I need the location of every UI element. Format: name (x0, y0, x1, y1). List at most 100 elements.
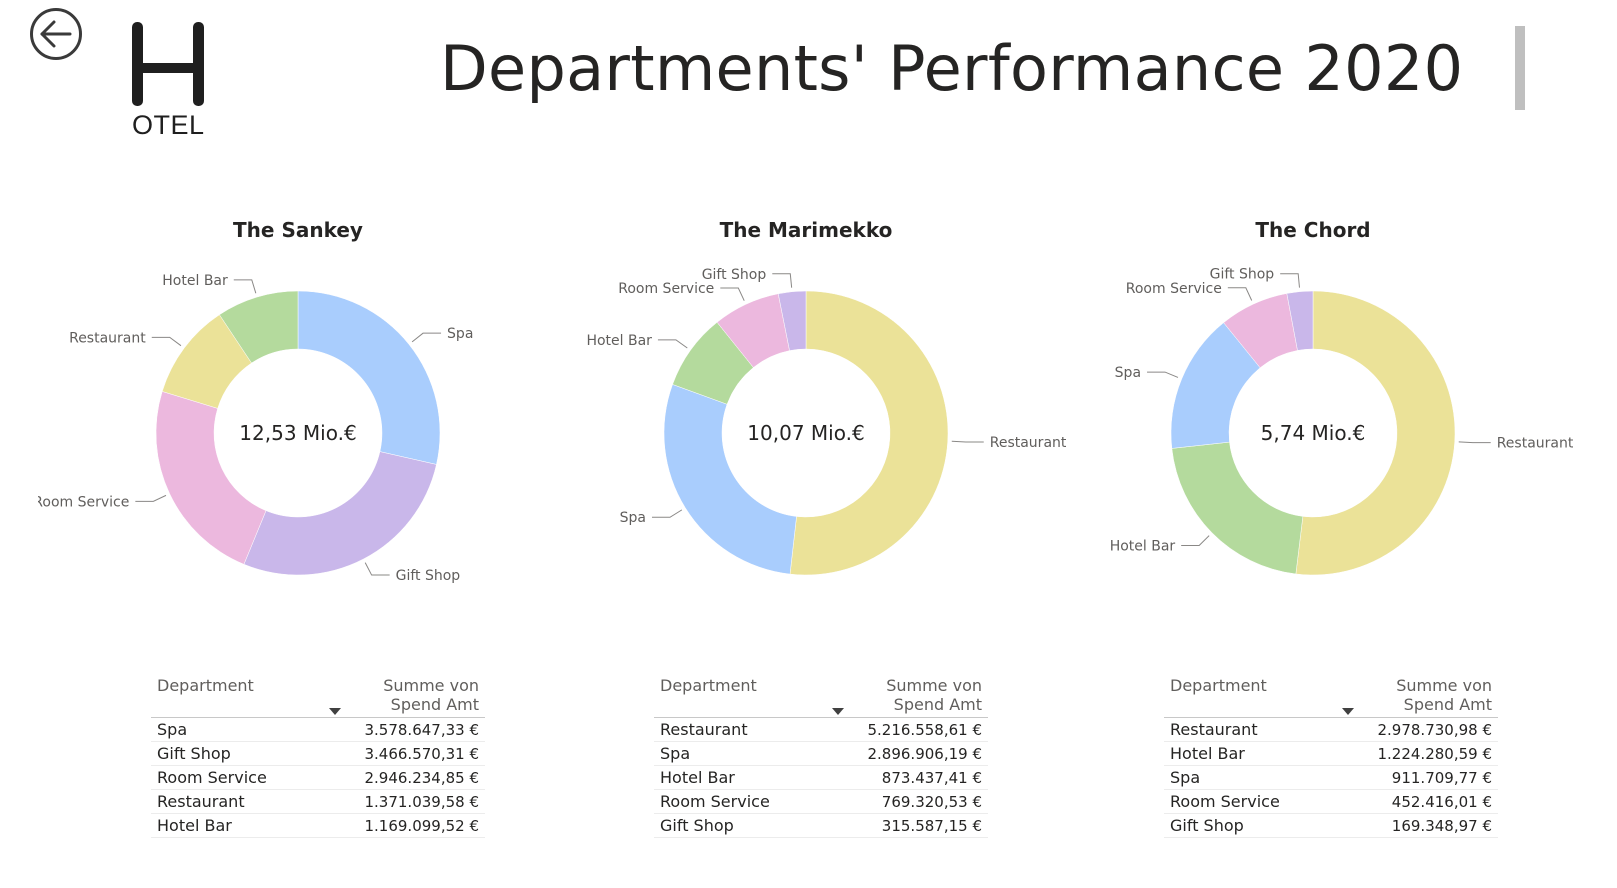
cell-amount: 5.216.558,61 € (816, 717, 988, 742)
leader-line (364, 562, 390, 576)
department-table: Department Summe von Spend Amt Restauran… (1164, 676, 1498, 838)
col-header-department[interactable]: Department (660, 676, 757, 695)
cell-department: Room Service (1164, 789, 1326, 814)
slice-room-service[interactable] (155, 391, 267, 565)
cell-department: Hotel Bar (151, 813, 313, 838)
chart-panel-chord: The Chord Restaurant Hotel Bar Spa Room Ser… (1053, 0, 1573, 888)
cell-amount: 169.348,97 € (1326, 813, 1498, 838)
col-header-amount[interactable]: Summe von Spend Amt (816, 676, 988, 718)
table-row[interactable]: Hotel Bar 873.437,41 € (654, 765, 988, 790)
table-row[interactable]: Restaurant 2.978.730,98 € (1164, 717, 1498, 742)
cell-amount: 1.371.039,58 € (313, 789, 485, 814)
cell-amount: 315.587,15 € (816, 813, 988, 838)
table-row[interactable]: Spa 2.896.906,19 € (654, 741, 988, 766)
table-row[interactable]: Restaurant 5.216.558,61 € (654, 717, 988, 742)
cell-department: Spa (654, 741, 816, 766)
table-row[interactable]: Room Service 2.946.234,85 € (151, 765, 485, 790)
table-row[interactable]: Restaurant 1.371.039,58 € (151, 789, 485, 814)
cell-amount: 911.709,77 € (1326, 765, 1498, 790)
donut-chart[interactable]: Spa Gift Shop Room Service Restaurant Hotel … (38, 250, 558, 640)
cell-department: Spa (151, 717, 313, 742)
slice-label: Room Service (1126, 281, 1222, 297)
slice-label: Spa (447, 326, 473, 342)
leader-line (772, 273, 793, 288)
chart-title: The Marimekko (719, 218, 893, 242)
table-row[interactable]: Gift Shop 315.587,15 € (654, 813, 988, 838)
cell-department: Room Service (151, 765, 313, 790)
cell-department: Spa (1164, 765, 1326, 790)
cell-department: Restaurant (1164, 717, 1326, 742)
table-row[interactable]: Hotel Bar 1.169.099,52 € (151, 813, 485, 838)
department-table: Department Summe von Spend Amt Spa 3.578.… (151, 676, 485, 838)
cell-department: Hotel Bar (1164, 741, 1326, 766)
page-title: Departments' Performance 2020 (440, 32, 1464, 105)
leader-line (411, 332, 442, 343)
table-row[interactable]: Hotel Bar 1.224.280,59 € (1164, 741, 1498, 766)
leader-line (1280, 273, 1300, 288)
center-total-label: 10,07 Mio.€ (747, 421, 864, 445)
slice-label: Spa (1115, 365, 1141, 381)
sort-desc-icon (1342, 708, 1354, 715)
chart-title: The Chord (1255, 218, 1371, 242)
slice-hotel-bar[interactable] (1171, 441, 1304, 575)
slice-gift-shop[interactable] (243, 451, 437, 576)
center-total-label: 5,74 Mio.€ (1261, 421, 1366, 445)
scroll-bar[interactable] (1515, 26, 1525, 110)
slice-label: Gift Shop (702, 267, 767, 283)
leader-line (151, 336, 182, 347)
leader-line (951, 440, 984, 443)
table-row[interactable]: Spa 3.578.647,33 € (151, 717, 485, 742)
cell-amount: 1.169.099,52 € (313, 813, 485, 838)
table-row[interactable]: Room Service 769.320,53 € (654, 789, 988, 814)
slice-label: Room Service (618, 281, 714, 297)
col-header-amount-label: Summe von Spend Amt (1396, 676, 1492, 714)
cell-amount: 873.437,41 € (816, 765, 988, 790)
chart-title: The Sankey (233, 218, 363, 242)
chart-panel-marimekko: The Marimekko Restaurant Spa Hotel Bar Room… (546, 0, 1066, 888)
cell-amount: 3.578.647,33 € (313, 717, 485, 742)
chart-panel-sankey: The Sankey Spa Gift Shop Room Service Resta… (38, 0, 558, 888)
table-row[interactable]: Gift Shop 3.466.570,31 € (151, 741, 485, 766)
cell-department: Room Service (654, 789, 816, 814)
table-row[interactable]: Room Service 452.416,01 € (1164, 789, 1498, 814)
center-total-label: 12,53 Mio.€ (239, 421, 356, 445)
cell-amount: 2.978.730,98 € (1326, 717, 1498, 742)
leader-line (1458, 441, 1491, 444)
slice-label: Hotel Bar (162, 273, 228, 289)
col-header-amount[interactable]: Summe von Spend Amt (313, 676, 485, 718)
slice-restaurant[interactable] (1295, 290, 1456, 576)
hotel-logo: OTEL (132, 22, 212, 142)
logo-text: OTEL (132, 110, 205, 140)
slice-hotel-bar[interactable] (219, 290, 299, 364)
cell-amount: 2.946.234,85 € (313, 765, 485, 790)
slice-label: Restaurant (69, 330, 146, 346)
slice-gift-shop[interactable] (1286, 290, 1314, 351)
cell-department: Gift Shop (151, 741, 313, 766)
leader-line (720, 287, 745, 301)
slice-label: Restaurant (990, 435, 1066, 451)
logo-h-mark (132, 22, 204, 106)
slice-spa[interactable] (663, 384, 797, 575)
table-row[interactable]: Gift Shop 169.348,97 € (1164, 813, 1498, 838)
slice-label: Spa (620, 510, 646, 526)
col-header-department[interactable]: Department (157, 676, 254, 695)
back-arrow-icon[interactable] (28, 6, 84, 62)
cell-department: Restaurant (654, 717, 816, 742)
col-header-amount[interactable]: Summe von Spend Amt (1326, 676, 1498, 718)
cell-amount: 3.466.570,31 € (313, 741, 485, 766)
slice-label: Room Service (38, 494, 129, 510)
department-table: Department Summe von Spend Amt Restauran… (654, 676, 988, 838)
leader-line (1227, 287, 1253, 301)
slice-spa[interactable] (297, 290, 441, 465)
slice-restaurant[interactable] (789, 290, 949, 576)
cell-amount: 2.896.906,19 € (816, 741, 988, 766)
col-header-department[interactable]: Department (1170, 676, 1267, 695)
leader-line (135, 494, 167, 502)
slice-label: Hotel Bar (1110, 538, 1176, 554)
table-row[interactable]: Spa 911.709,77 € (1164, 765, 1498, 790)
slice-gift-shop[interactable] (777, 290, 807, 351)
cell-department: Gift Shop (1164, 813, 1326, 838)
leader-line (233, 279, 257, 294)
